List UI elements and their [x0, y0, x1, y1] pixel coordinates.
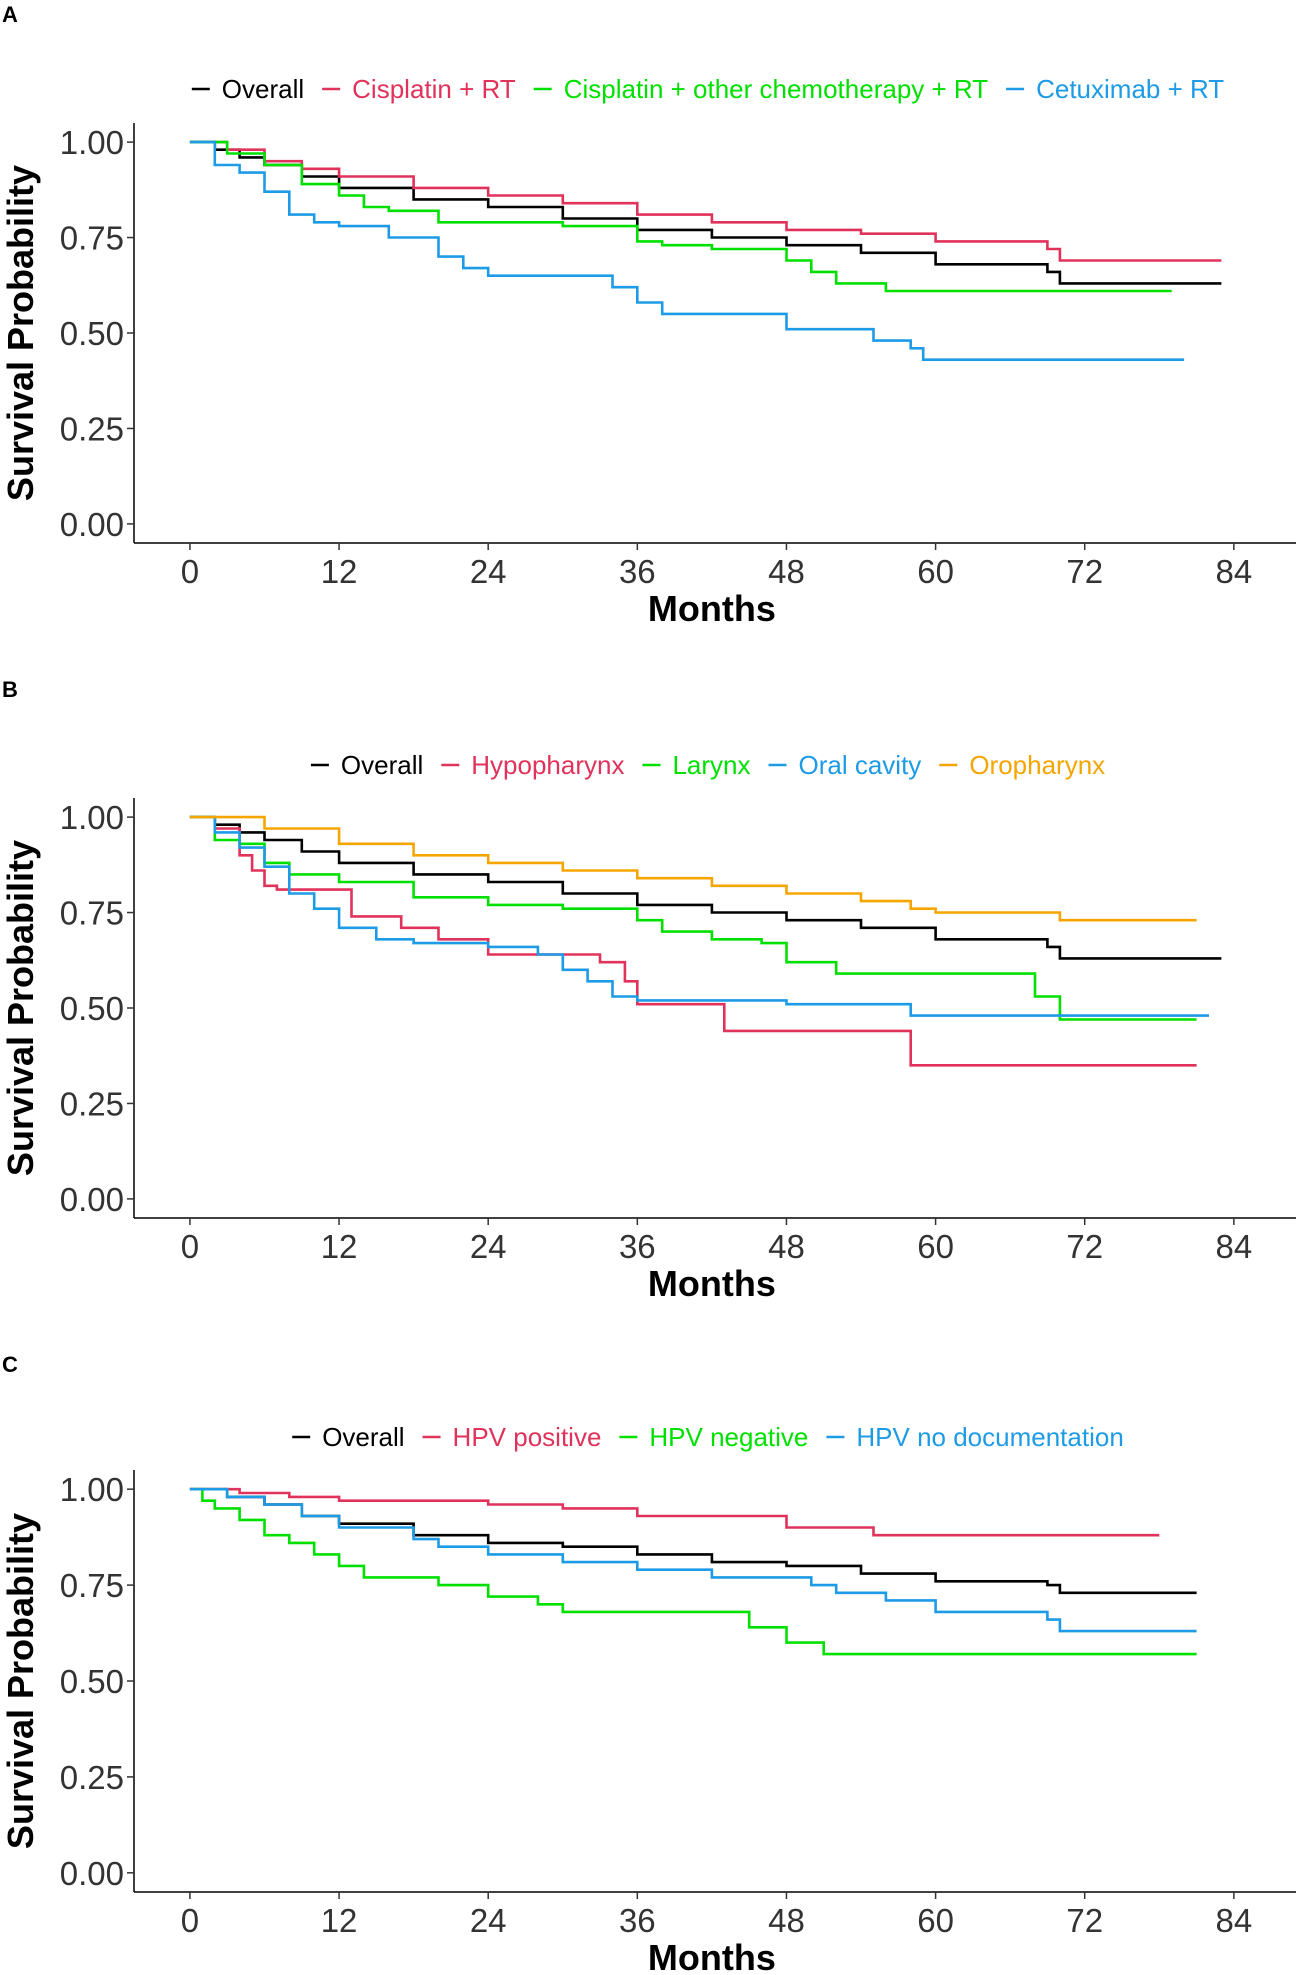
series-line-cisplatin-other-chemotherapy-rt — [189, 140, 1172, 293]
y-tick-label: 0.25 — [60, 1759, 124, 1796]
legend: Overall HPV positive HPV negative HPV no do… — [292, 1422, 1124, 1452]
series-line-overall — [189, 140, 1222, 285]
legend-item: HPV negative — [619, 1422, 808, 1452]
y-axis-title: Survival Probability — [0, 165, 41, 501]
x-tick-label: 84 — [1216, 1228, 1253, 1265]
series-line-hypopharynx — [189, 815, 1197, 1067]
x-tick-label: 84 — [1216, 553, 1253, 590]
legend-item: HPV positive — [422, 1422, 602, 1452]
x-tick-label: 36 — [619, 1228, 656, 1265]
panel-label: A — [2, 2, 18, 27]
panel-b: B 0.00 0.25 0.50 0.75 1.00 0 12 24 36 48 60 72 84 Mont… — [0, 677, 1296, 1304]
y-tick-label: 0.25 — [60, 410, 124, 447]
x-tick-label: 12 — [321, 553, 358, 590]
x-tick-label: 24 — [470, 553, 507, 590]
y-tick-label: 0.50 — [60, 1663, 124, 1700]
y-tick-label: 0.00 — [60, 1855, 124, 1892]
legend-label: Hypopharynx — [471, 750, 624, 780]
panel-a: A 0.00 0.25 0.50 0.75 1.00 0 12 24 36 48 60 72 84 Mont… — [0, 2, 1296, 629]
series-line-hpv-no-documentation — [189, 1487, 1197, 1633]
series-line-larynx — [189, 815, 1197, 1021]
legend-label: Larynx — [672, 750, 750, 780]
x-tick-label: 0 — [181, 1228, 199, 1265]
legend-item: Cetuximab + RT — [1006, 74, 1224, 104]
legend-label: Overall — [341, 750, 423, 780]
series-line-hpv-negative — [189, 1487, 1197, 1656]
legend-item: Larynx — [642, 750, 751, 780]
legend-item: Oral cavity — [768, 750, 922, 780]
y-tick-label: 0.25 — [60, 1085, 124, 1122]
series-line-overall — [189, 815, 1222, 960]
legend-item: Overall — [292, 1422, 405, 1452]
y-axis-title: Survival Probability — [0, 840, 41, 1176]
legend: Overall Cisplatin + RT Cisplatin + other c… — [191, 74, 1224, 104]
x-tick-label: 12 — [321, 1902, 358, 1939]
x-tick-label: 36 — [619, 553, 656, 590]
legend: Overall Hypopharynx Larynx Oral cavity Oroph… — [310, 750, 1105, 780]
x-tick-label: 72 — [1066, 1228, 1103, 1265]
series-line-cisplatin-rt — [189, 140, 1222, 262]
legend-label: Oropharynx — [969, 750, 1105, 780]
panel-c: C 0.00 0.25 0.50 0.75 1.00 0 12 24 36 48 60 72 84 Mont… — [0, 1352, 1296, 1975]
legend-item: HPV no documentation — [826, 1422, 1124, 1452]
x-tick-label: 60 — [917, 1902, 954, 1939]
x-tick-label: 48 — [768, 1228, 805, 1265]
y-axis-title: Survival Probability — [0, 1513, 41, 1849]
legend-label: HPV no documentation — [856, 1422, 1123, 1452]
legend-item: Hypopharynx — [441, 750, 624, 780]
y-tick-label: 1.00 — [60, 799, 124, 836]
x-tick-label: 72 — [1066, 1902, 1103, 1939]
x-tick-label: 60 — [917, 1228, 954, 1265]
y-tick-label: 0.50 — [60, 315, 124, 352]
panel-label: C — [2, 1352, 18, 1377]
y-tick-label: 0.75 — [60, 1567, 124, 1604]
x-tick-label: 24 — [470, 1228, 507, 1265]
x-axis-title: Months — [648, 1937, 776, 1975]
panel-label: B — [2, 677, 18, 702]
legend-label: Cisplatin + other chemotherapy + RT — [564, 74, 989, 104]
legend-label: Cisplatin + RT — [352, 74, 516, 104]
x-axis-title: Months — [648, 1263, 776, 1304]
x-tick-label: 48 — [768, 553, 805, 590]
series-line-oral-cavity — [189, 815, 1209, 1017]
series-line-overall — [189, 1487, 1197, 1595]
y-tick-label: 1.00 — [60, 1471, 124, 1508]
legend-label: Cetuximab + RT — [1036, 74, 1224, 104]
legend-item: Cisplatin + other chemotherapy + RT — [533, 74, 989, 104]
x-tick-label: 12 — [321, 1228, 358, 1265]
x-tick-label: 48 — [768, 1902, 805, 1939]
y-tick-label: 0.75 — [60, 220, 124, 257]
legend-item: Overall — [310, 750, 423, 780]
y-tick-label: 0.00 — [60, 1181, 124, 1218]
y-tick-label: 0.00 — [60, 506, 124, 543]
x-tick-label: 72 — [1066, 553, 1103, 590]
x-tick-label: 0 — [181, 553, 199, 590]
legend-label: Oral cavity — [799, 750, 922, 780]
legend-label: HPV negative — [649, 1422, 808, 1452]
x-tick-label: 24 — [470, 1902, 507, 1939]
series-line-cetuximab-rt — [189, 140, 1185, 361]
y-tick-label: 1.00 — [60, 124, 124, 161]
legend-label: Overall — [322, 1422, 404, 1452]
series-line-hpv-positive — [189, 1487, 1160, 1537]
legend-item: Oropharynx — [939, 750, 1105, 780]
y-tick-label: 0.50 — [60, 990, 124, 1027]
x-tick-label: 36 — [619, 1902, 656, 1939]
legend-item: Overall — [191, 74, 304, 104]
x-tick-label: 84 — [1216, 1902, 1253, 1939]
legend-label: HPV positive — [453, 1422, 602, 1452]
y-tick-label: 0.75 — [60, 895, 124, 932]
series-line-oropharynx — [189, 815, 1197, 922]
x-tick-label: 60 — [917, 553, 954, 590]
x-axis-title: Months — [648, 588, 776, 629]
legend-item: Cisplatin + RT — [322, 74, 516, 104]
legend-label: Overall — [222, 74, 304, 104]
x-tick-label: 0 — [181, 1902, 199, 1939]
